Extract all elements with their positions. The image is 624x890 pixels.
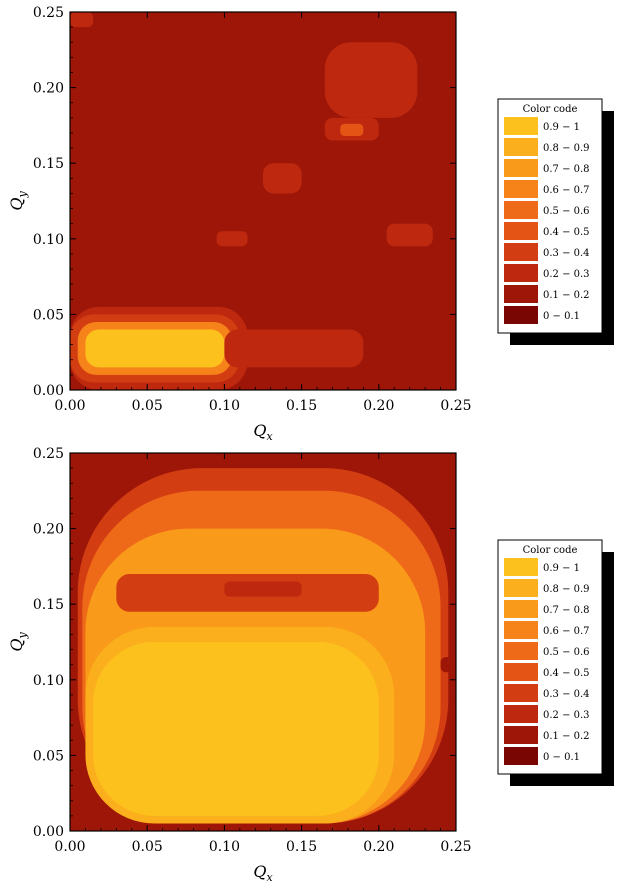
legend-swatch xyxy=(504,579,538,597)
legend-entry-label: 0 − 0.1 xyxy=(543,311,580,322)
y-tick-label: 0.00 xyxy=(33,383,64,399)
x-tick-label: 0.05 xyxy=(132,398,163,414)
y-tick-label: 0.20 xyxy=(33,81,64,97)
legend-entry-label: 0.2 − 0.3 xyxy=(543,269,590,280)
legend-swatch xyxy=(504,642,538,660)
legend-entry-label: 0.5 − 0.6 xyxy=(543,647,590,658)
x-tick-label: 0.15 xyxy=(286,398,317,414)
x-tick-label: 0.25 xyxy=(440,839,471,855)
contour-region-4 xyxy=(85,329,225,368)
legend-entry-label: 0.6 − 0.7 xyxy=(543,185,590,196)
x-tick-label: 0.05 xyxy=(132,839,163,855)
plot-area xyxy=(70,12,456,390)
x-axis-label: Qx xyxy=(253,862,273,884)
x-tick-label: 0.25 xyxy=(440,398,471,414)
legend: Color code 0.9 − 1 0.8 − 0.9 0.7 − 0.8 0.6 −… xyxy=(497,98,614,345)
legend-entry-label: 0.7 − 0.8 xyxy=(543,605,590,616)
legend-swatch xyxy=(504,222,538,240)
contour-region-8 xyxy=(440,657,456,673)
contour-region-12 xyxy=(70,12,94,28)
chart-1: 0.00 0.05 0.10 0.15 0.20 0.25 0.00 0.05 0.10 0.15… xyxy=(7,5,614,443)
legend-swatch xyxy=(504,747,538,765)
x-tick-label: 0.15 xyxy=(286,839,317,855)
legend-swatch xyxy=(504,663,538,681)
y-tick-label: 0.05 xyxy=(33,307,64,323)
x-tick-label: 0.00 xyxy=(54,398,85,414)
legend-entry-label: 0.9 − 1 xyxy=(543,563,580,574)
legend-swatch xyxy=(504,558,538,576)
plot-frame xyxy=(69,452,457,832)
legend-entry-label: 0.8 − 0.9 xyxy=(543,584,590,595)
legend-entry-label: 0.8 − 0.9 xyxy=(543,143,590,154)
legend-entry-label: 0.3 − 0.4 xyxy=(543,689,590,700)
legend-entry-label: 0.4 − 0.5 xyxy=(543,668,590,679)
contour-region-7 xyxy=(93,642,379,816)
y-axis-label-sub: y xyxy=(16,632,29,640)
x-axis-label-sub: x xyxy=(266,430,273,443)
legend-entry-label: 0.6 − 0.7 xyxy=(543,626,590,637)
y-tick-label: 0.25 xyxy=(33,5,64,21)
contour-region-7 xyxy=(340,123,364,136)
y-axis-label-sub: y xyxy=(16,191,29,199)
y-tick-label: 0.05 xyxy=(33,748,64,764)
legend-entry-label: 0.2 − 0.3 xyxy=(543,710,590,721)
legend-swatch xyxy=(504,201,538,219)
legend-entry-label: 0.5 − 0.6 xyxy=(543,206,590,217)
legend-swatch xyxy=(504,138,538,156)
plot-frame xyxy=(69,11,457,391)
contour-region-5 xyxy=(224,581,302,597)
contour-region-11 xyxy=(216,231,248,247)
legend-title: Color code xyxy=(523,104,578,115)
legend-entry-label: 0.7 − 0.8 xyxy=(543,164,590,175)
legend-entry-label: 0.9 − 1 xyxy=(543,122,580,133)
legend-swatch xyxy=(504,243,538,261)
x-tick-label: 0.00 xyxy=(54,839,85,855)
legend-swatch xyxy=(504,684,538,702)
y-axis-label: Qy xyxy=(7,191,29,211)
contour-region-9 xyxy=(263,163,302,194)
x-axis-label-sub: x xyxy=(266,871,273,884)
x-axis-label: Qx xyxy=(253,421,273,443)
legend-entry-label: 0.3 − 0.4 xyxy=(543,248,590,259)
y-tick-label: 0.15 xyxy=(33,597,64,613)
legend-swatch xyxy=(504,726,538,744)
contour-region-10 xyxy=(386,223,433,247)
chart-2: 0.00 0.05 0.10 0.15 0.20 0.25 0.00 0.05 0.10 0.15… xyxy=(7,446,614,884)
legend-entry-label: 0.1 − 0.2 xyxy=(543,290,590,301)
contour-region-8 xyxy=(324,42,418,118)
legend-entry-label: 0.1 − 0.2 xyxy=(543,731,590,742)
legend-swatch xyxy=(504,621,538,639)
legend-title: Color code xyxy=(523,545,578,556)
legend-swatch xyxy=(504,264,538,282)
x-tick-label: 0.10 xyxy=(209,398,240,414)
legend-swatch xyxy=(504,117,538,135)
y-axis-label: Qy xyxy=(7,632,29,652)
x-tick-label: 0.10 xyxy=(209,839,240,855)
y-tick-label: 0.25 xyxy=(33,446,64,462)
y-tick-label: 0.00 xyxy=(33,824,64,840)
legend-entry-label: 0 − 0.1 xyxy=(543,752,580,763)
legend-swatch xyxy=(504,306,538,324)
legend-swatch xyxy=(504,285,538,303)
legend-swatch xyxy=(504,705,538,723)
legend: Color code 0.9 − 1 0.8 − 0.9 0.7 − 0.8 0.6 −… xyxy=(497,539,614,786)
y-tick-label: 0.10 xyxy=(33,232,64,248)
contour-region-5 xyxy=(224,329,364,368)
legend-swatch xyxy=(504,600,538,618)
x-tick-label: 0.20 xyxy=(363,839,394,855)
plot-area xyxy=(70,453,456,831)
legend-swatch xyxy=(504,159,538,177)
legend-entry-label: 0.4 − 0.5 xyxy=(543,227,590,238)
legend-swatch xyxy=(504,180,538,198)
y-tick-label: 0.10 xyxy=(33,673,64,689)
y-tick-label: 0.20 xyxy=(33,522,64,538)
y-tick-label: 0.15 xyxy=(33,156,64,172)
x-tick-label: 0.20 xyxy=(363,398,394,414)
contour-region-9 xyxy=(77,815,94,831)
